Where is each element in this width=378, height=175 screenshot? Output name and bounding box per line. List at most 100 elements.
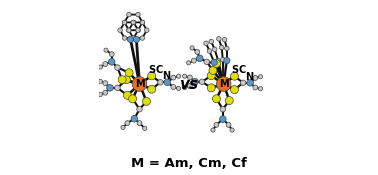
Circle shape bbox=[224, 57, 230, 64]
Circle shape bbox=[212, 60, 220, 68]
Circle shape bbox=[136, 12, 140, 17]
Circle shape bbox=[132, 77, 147, 91]
Circle shape bbox=[225, 46, 229, 51]
Circle shape bbox=[231, 72, 239, 80]
Circle shape bbox=[98, 79, 102, 83]
Circle shape bbox=[226, 122, 231, 127]
Circle shape bbox=[137, 121, 142, 125]
Circle shape bbox=[122, 20, 127, 25]
Circle shape bbox=[197, 55, 203, 62]
Circle shape bbox=[171, 85, 176, 89]
Circle shape bbox=[231, 86, 239, 94]
Circle shape bbox=[253, 76, 258, 80]
Circle shape bbox=[177, 86, 181, 90]
Circle shape bbox=[195, 50, 200, 54]
Circle shape bbox=[190, 46, 194, 50]
Circle shape bbox=[98, 65, 102, 69]
Circle shape bbox=[192, 78, 198, 85]
Circle shape bbox=[143, 97, 150, 105]
Circle shape bbox=[131, 116, 138, 122]
Text: S: S bbox=[149, 65, 156, 75]
Circle shape bbox=[204, 59, 209, 65]
Circle shape bbox=[148, 85, 156, 93]
Circle shape bbox=[125, 69, 133, 77]
Text: M = Am, Cm, Cf: M = Am, Cm, Cf bbox=[131, 156, 247, 170]
Circle shape bbox=[127, 28, 131, 33]
Circle shape bbox=[171, 75, 176, 80]
Circle shape bbox=[140, 20, 145, 25]
Circle shape bbox=[225, 97, 233, 104]
Circle shape bbox=[144, 28, 149, 33]
Circle shape bbox=[220, 106, 226, 112]
Circle shape bbox=[199, 79, 205, 85]
Circle shape bbox=[127, 28, 131, 33]
Circle shape bbox=[115, 65, 120, 70]
Text: C: C bbox=[156, 65, 163, 75]
Text: S: S bbox=[231, 65, 239, 75]
Circle shape bbox=[212, 60, 217, 65]
Circle shape bbox=[131, 36, 136, 40]
Circle shape bbox=[103, 90, 108, 95]
Circle shape bbox=[103, 62, 108, 66]
Circle shape bbox=[211, 128, 215, 132]
Circle shape bbox=[122, 76, 130, 84]
Circle shape bbox=[140, 20, 144, 25]
Circle shape bbox=[230, 128, 234, 132]
Circle shape bbox=[140, 36, 144, 40]
Circle shape bbox=[127, 12, 131, 17]
Circle shape bbox=[118, 76, 126, 84]
Circle shape bbox=[216, 58, 220, 63]
Circle shape bbox=[108, 58, 115, 65]
Circle shape bbox=[109, 52, 114, 57]
Circle shape bbox=[207, 49, 212, 53]
Circle shape bbox=[217, 37, 221, 41]
Circle shape bbox=[240, 80, 246, 86]
Circle shape bbox=[158, 79, 163, 85]
Circle shape bbox=[103, 81, 108, 86]
Circle shape bbox=[207, 72, 215, 80]
Circle shape bbox=[143, 126, 147, 130]
Circle shape bbox=[133, 36, 139, 43]
Circle shape bbox=[107, 85, 113, 91]
Circle shape bbox=[259, 87, 263, 91]
Circle shape bbox=[137, 106, 142, 112]
Circle shape bbox=[191, 58, 196, 63]
Circle shape bbox=[209, 39, 214, 44]
Text: M: M bbox=[219, 79, 229, 89]
Circle shape bbox=[121, 125, 125, 130]
Circle shape bbox=[211, 59, 217, 65]
Circle shape bbox=[217, 77, 231, 91]
Circle shape bbox=[132, 36, 136, 40]
Circle shape bbox=[247, 79, 253, 86]
Circle shape bbox=[177, 74, 181, 78]
Text: vs: vs bbox=[180, 76, 198, 92]
Circle shape bbox=[129, 95, 136, 103]
Circle shape bbox=[136, 28, 140, 33]
Text: M: M bbox=[135, 79, 144, 89]
Circle shape bbox=[187, 84, 192, 89]
Circle shape bbox=[187, 75, 192, 80]
Circle shape bbox=[122, 20, 127, 25]
Circle shape bbox=[164, 79, 170, 86]
Circle shape bbox=[115, 85, 120, 91]
Circle shape bbox=[222, 37, 227, 42]
Circle shape bbox=[98, 92, 102, 97]
Circle shape bbox=[187, 61, 191, 65]
Circle shape bbox=[183, 85, 187, 90]
Circle shape bbox=[118, 28, 122, 33]
Circle shape bbox=[132, 20, 136, 25]
Circle shape bbox=[127, 36, 133, 43]
Circle shape bbox=[148, 72, 156, 80]
Circle shape bbox=[183, 74, 187, 78]
Circle shape bbox=[253, 85, 258, 90]
Text: N: N bbox=[245, 72, 253, 82]
Circle shape bbox=[212, 95, 220, 103]
Text: N: N bbox=[162, 71, 170, 81]
Circle shape bbox=[220, 116, 226, 122]
Circle shape bbox=[123, 91, 132, 99]
Circle shape bbox=[136, 28, 140, 33]
Circle shape bbox=[131, 20, 136, 25]
Circle shape bbox=[221, 57, 225, 62]
Circle shape bbox=[104, 48, 108, 52]
Text: C: C bbox=[239, 65, 246, 75]
